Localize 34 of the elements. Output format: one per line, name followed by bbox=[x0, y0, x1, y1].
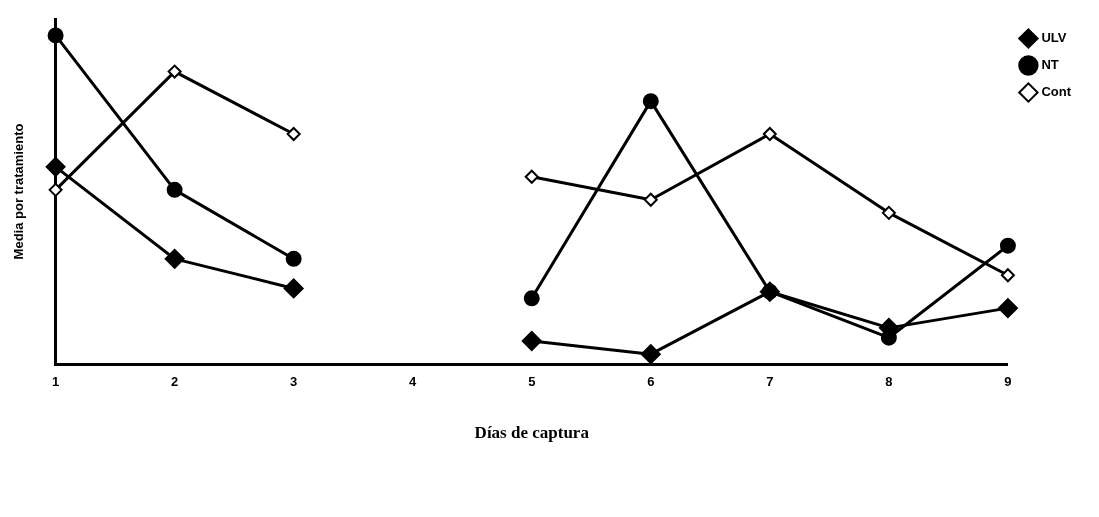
point bbox=[762, 127, 777, 141]
point bbox=[521, 331, 542, 351]
y-axis-title: Media por tratamiento bbox=[11, 123, 27, 260]
x-tick-label: 8 bbox=[885, 374, 893, 390]
x-tick-label: 9 bbox=[1004, 374, 1012, 390]
x-axis-title: Días de captura bbox=[474, 423, 590, 443]
point bbox=[643, 192, 658, 207]
point bbox=[164, 248, 185, 269]
point bbox=[642, 93, 659, 110]
point bbox=[999, 237, 1016, 254]
x-tick-label: 5 bbox=[528, 374, 536, 390]
x-tick-label: 6 bbox=[647, 374, 655, 390]
point bbox=[1000, 268, 1015, 283]
legend-label: Cont bbox=[1041, 84, 1072, 100]
point bbox=[881, 205, 896, 220]
x-tick-label: 4 bbox=[409, 374, 418, 390]
x-tick-label: 2 bbox=[171, 374, 179, 390]
point bbox=[997, 298, 1018, 319]
point bbox=[283, 278, 304, 299]
point bbox=[47, 27, 64, 44]
point bbox=[523, 290, 540, 307]
legend-label: ULV bbox=[1041, 30, 1067, 46]
point bbox=[166, 181, 183, 198]
point bbox=[45, 156, 66, 177]
legend-label: NT bbox=[1041, 57, 1059, 73]
point bbox=[48, 182, 63, 197]
point bbox=[167, 64, 182, 79]
x-tick-label: 3 bbox=[290, 374, 298, 390]
point bbox=[286, 127, 301, 141]
point bbox=[285, 250, 302, 267]
point bbox=[524, 169, 539, 184]
x-tick-label: 1 bbox=[51, 374, 60, 390]
point bbox=[640, 344, 661, 364]
x-tick-label: 7 bbox=[766, 374, 774, 390]
